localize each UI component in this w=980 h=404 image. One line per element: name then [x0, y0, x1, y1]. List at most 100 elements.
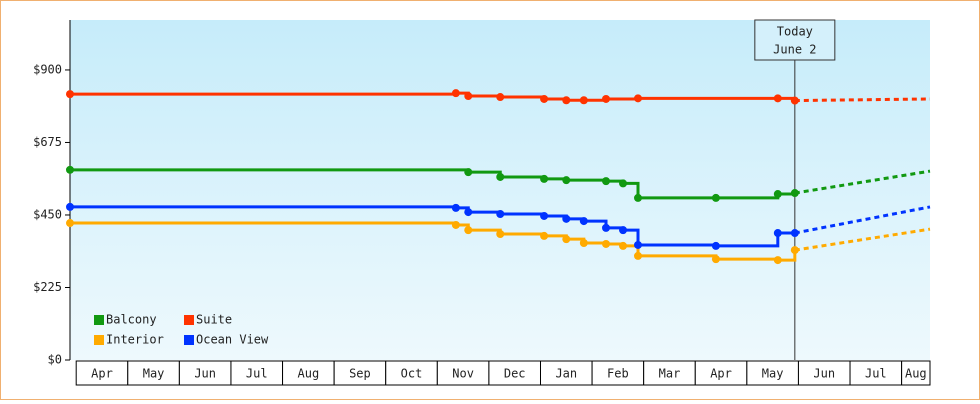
y-tick-label: $675 [33, 135, 62, 149]
y-tick-label: $0 [48, 353, 62, 367]
point [602, 223, 611, 232]
point [602, 94, 611, 103]
point [634, 251, 643, 260]
point [66, 90, 74, 99]
x-tick-label: Aug [298, 367, 320, 381]
x-tick-box [901, 360, 931, 386]
x-tick-box [849, 360, 903, 386]
point [464, 168, 473, 177]
x-tick-box [694, 360, 748, 386]
point [451, 203, 460, 212]
x-tick-label: Jun [194, 367, 216, 381]
legend-swatch [184, 335, 194, 345]
point [634, 240, 643, 249]
x-tick-box [282, 360, 335, 386]
point [496, 229, 505, 238]
point [464, 226, 473, 235]
x-tick-label: Aug [905, 367, 927, 381]
projection-line [794, 169, 931, 195]
x-tick-label: Jul [246, 367, 268, 381]
point [496, 210, 505, 219]
point [634, 193, 643, 202]
point [540, 174, 549, 183]
point [619, 179, 628, 188]
point [562, 235, 571, 244]
point [540, 231, 549, 240]
today-label: Today [777, 25, 813, 39]
x-tick-label: Oct [401, 367, 423, 381]
x-tick-box [539, 360, 593, 386]
x-tick-box [436, 360, 490, 386]
point [773, 94, 782, 103]
x-tick-box [178, 360, 232, 386]
y-tick-label: $450 [33, 207, 62, 221]
point [773, 229, 782, 238]
point [66, 165, 74, 174]
x-tick-label: Apr [710, 367, 732, 381]
x-tick-label: Jun [813, 367, 835, 381]
point [540, 211, 549, 220]
x-tick-box [643, 360, 696, 386]
x-tick-box [591, 360, 645, 386]
legend-swatch [184, 315, 194, 325]
point [562, 214, 571, 223]
x-tick-label: Mar [659, 367, 681, 381]
point [619, 241, 628, 250]
legend-label: Ocean View [196, 333, 269, 347]
x-tick-box [230, 360, 284, 386]
today-box [754, 19, 836, 61]
point [562, 96, 571, 105]
point [540, 94, 549, 103]
point [619, 226, 628, 235]
x-tick-label: Jul [865, 367, 887, 381]
point [634, 94, 643, 103]
plot-area [70, 20, 930, 360]
point [711, 255, 720, 264]
point [711, 193, 720, 202]
today-label: June 2 [773, 43, 816, 57]
projection-line [794, 97, 931, 103]
point [579, 217, 588, 226]
point [451, 220, 460, 229]
point [464, 208, 473, 217]
point [562, 176, 571, 185]
point [579, 96, 588, 105]
legend-swatch [94, 315, 104, 325]
x-tick-label: Apr [91, 367, 113, 381]
point [602, 239, 611, 248]
point [464, 92, 473, 101]
x-tick-label: Sep [349, 367, 371, 381]
y-tick-label: $225 [33, 280, 62, 294]
legend-label: Interior [106, 333, 164, 347]
point [602, 177, 611, 186]
point [451, 89, 460, 98]
x-tick-label: Nov [452, 367, 474, 381]
point [711, 241, 720, 250]
point [496, 172, 505, 181]
point [773, 190, 782, 199]
legend-swatch [94, 335, 104, 345]
x-tick-label: May [143, 367, 165, 381]
x-tick-box [333, 360, 387, 386]
x-tick-box [488, 360, 541, 386]
point [66, 219, 74, 228]
point [579, 239, 588, 248]
x-tick-label: Dec [504, 367, 526, 381]
y-tick-label: $900 [33, 62, 62, 76]
point [790, 246, 799, 255]
point [790, 96, 799, 105]
projection-line [794, 205, 931, 235]
point [66, 202, 74, 211]
point [496, 93, 505, 102]
x-tick-label: Jan [555, 367, 577, 381]
point [790, 229, 799, 238]
legend-label: Balcony [106, 313, 157, 327]
x-tick-label: May [762, 367, 784, 381]
x-tick-box [385, 360, 438, 386]
legend-label: Suite [196, 313, 232, 327]
point [773, 256, 782, 265]
x-tick-label: Feb [607, 367, 629, 381]
point [790, 189, 799, 198]
